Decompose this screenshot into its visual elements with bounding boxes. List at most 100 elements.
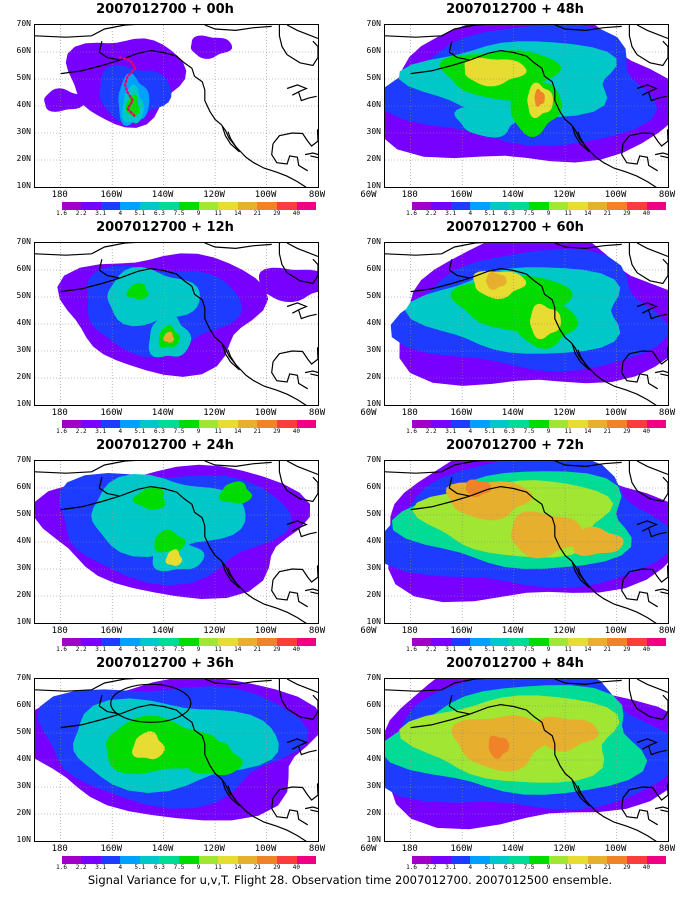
longitude-label: 80W — [658, 626, 676, 636]
colorbar-label: 11 — [214, 428, 222, 435]
longitude-label: 180 — [51, 190, 68, 200]
latitude-label: 60N — [366, 264, 381, 273]
variance-contour — [454, 103, 521, 138]
coastline — [286, 84, 308, 96]
colorbar-swatch — [470, 638, 490, 646]
colorbar-swatch — [587, 856, 608, 864]
colorbar-swatch — [529, 202, 549, 210]
map-canvas — [35, 679, 318, 841]
colorbar-swatch — [100, 638, 121, 646]
colorbar-swatch — [646, 856, 667, 864]
coastline — [286, 243, 318, 258]
colorbar-swatch — [257, 856, 277, 864]
variance-contour — [464, 57, 527, 87]
latitude-label: 70N — [16, 455, 31, 464]
colorbar-label: 11 — [564, 210, 572, 217]
coastline — [648, 528, 667, 538]
colorbar-swatch — [61, 638, 82, 646]
coastline — [654, 370, 668, 377]
latitude-label: 40N — [366, 536, 381, 545]
longitude-label: 80W — [308, 844, 326, 854]
colorbar-label: 40 — [292, 428, 301, 435]
colorbar-label: 21 — [253, 428, 261, 435]
figure-caption: Signal Variance for u,v,T. Flight 28. Ob… — [87, 873, 613, 887]
latitude-label: 50N — [366, 727, 381, 736]
colorbar-swatch — [120, 202, 140, 210]
colorbar-label: 9 — [546, 428, 551, 435]
colorbar-swatch — [411, 638, 432, 646]
colorbar-label: 7.5 — [523, 646, 535, 653]
colorbar-label: 7.5 — [523, 210, 535, 217]
coastline — [636, 302, 658, 314]
longitude-label: 100W — [254, 408, 277, 418]
coastline — [410, 41, 471, 75]
colorbar-label: 2.2 — [75, 646, 87, 653]
latitude-label: 40N — [16, 754, 31, 763]
colorbar-swatch — [489, 638, 510, 646]
panel-title: 2007012700 + 84h — [446, 656, 584, 671]
variance-contour — [572, 526, 624, 556]
latitude-label: 30N — [16, 127, 31, 136]
colorbar-swatch — [548, 638, 569, 646]
coastline — [648, 310, 667, 320]
colorbar-label: 40 — [642, 428, 651, 435]
colorbar — [392, 420, 667, 428]
colorbar-label: 40 — [292, 864, 301, 871]
colorbar-label: 21 — [603, 428, 611, 435]
coastline — [119, 267, 196, 295]
coastline — [469, 703, 546, 731]
variance-contour — [488, 735, 510, 759]
coastline — [628, 25, 668, 67]
colorbar-label: 2.2 — [75, 428, 87, 435]
colorbar-swatch — [587, 420, 608, 428]
colorbar-label: 40 — [642, 646, 651, 653]
coastline — [304, 806, 318, 813]
colorbar-label: 4 — [468, 210, 473, 217]
coastline — [204, 243, 272, 250]
colorbar-swatch — [237, 856, 258, 864]
panel-title: 2007012700 + 72h — [446, 438, 584, 453]
coastline — [286, 25, 318, 40]
longitude-label: 80W — [658, 190, 676, 200]
colorbar-swatch — [159, 856, 180, 864]
colorbar-swatch — [139, 202, 160, 210]
coastline — [621, 797, 659, 826]
variance-contour — [259, 267, 318, 303]
colorbar-label: 9 — [196, 864, 201, 871]
panel-title: 2007012700 + 24h — [96, 438, 234, 453]
colorbar-label: 4 — [468, 864, 473, 871]
colorbar-label: 7.5 — [173, 210, 185, 217]
coastline — [621, 143, 659, 172]
coastline — [298, 528, 317, 538]
variance-contour — [511, 511, 583, 559]
longitude-label: 100W — [604, 408, 627, 418]
variance-contour — [190, 35, 233, 59]
colorbar-label: 5.1 — [484, 428, 496, 435]
colorbar-swatch — [159, 202, 180, 210]
longitude-label: 60W — [360, 190, 377, 200]
colorbar-label: 3.1 — [95, 428, 107, 435]
variance-map — [384, 24, 669, 188]
longitude-label: 80W — [308, 190, 326, 200]
latitude-label: 70N — [16, 673, 31, 682]
latitude-label: 60N — [16, 46, 31, 55]
coastline — [621, 579, 659, 608]
colorbar-swatch — [529, 420, 549, 428]
latitude-label: 40N — [366, 318, 381, 327]
variance-map — [34, 24, 319, 188]
latitude-label: 30N — [366, 127, 381, 136]
colorbar-swatch — [61, 202, 82, 210]
map-panel: 2007012700 + 24h 70N 60N 50N 40N 30N 20N 10N 180… — [0, 436, 377, 653]
colorbar-swatch — [42, 202, 62, 210]
latitude-label: 70N — [16, 237, 31, 246]
longitude-label: 180 — [401, 408, 418, 418]
colorbar-label: 21 — [603, 646, 611, 653]
colorbar-swatch — [42, 638, 62, 646]
colorbar-label: 40 — [292, 646, 301, 653]
longitude-label: 140W — [151, 844, 174, 854]
coastline — [298, 746, 317, 756]
colorbar-labels: 1.6 2.2 3.1 4 5.1 6.3 7.5 9 11 14 21 29 40 — [42, 428, 316, 436]
colorbar-swatch — [431, 638, 451, 646]
colorbar-swatch — [218, 202, 238, 210]
longitude-label: 160W — [450, 844, 473, 854]
